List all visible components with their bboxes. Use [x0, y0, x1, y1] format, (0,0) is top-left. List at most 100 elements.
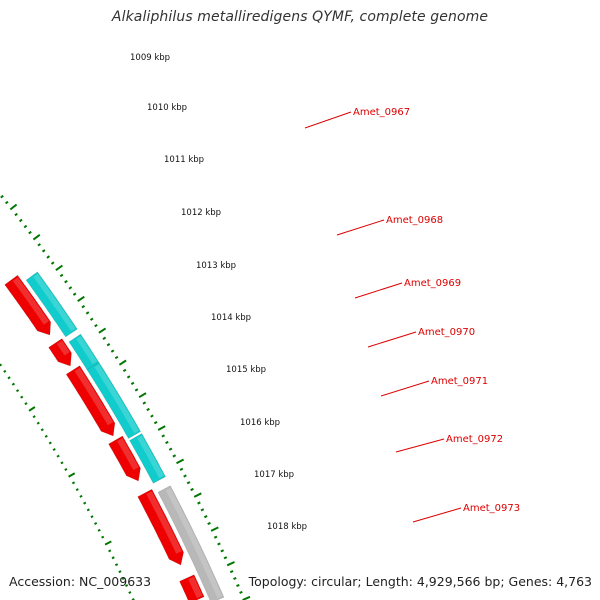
inner-scale-tick — [121, 577, 125, 580]
feature-highlight — [12, 277, 49, 325]
outer-scale-tick — [4, 200, 9, 205]
feature-highlight — [56, 340, 70, 356]
inner-scale-tick — [7, 376, 11, 380]
kbp-label: 1013 kbp — [196, 261, 236, 271]
inner-scale-tick — [104, 540, 112, 546]
outer-scale-tick — [236, 583, 240, 588]
feature-highlight — [74, 367, 114, 426]
kbp-label: 1017 kbp — [254, 470, 294, 480]
inner-scale-tick — [3, 369, 7, 373]
outer-scale-tick — [142, 401, 147, 405]
outer-scale-tick — [183, 474, 187, 478]
outer-scale-tick — [146, 407, 150, 412]
inner-scale-tick — [75, 488, 79, 492]
outer-scale-tick — [157, 425, 166, 431]
gene-feature-track2 — [25, 271, 78, 338]
gene-label[interactable]: Amet_0971 — [431, 376, 488, 387]
gene-leader-line — [354, 282, 403, 299]
inner-scale-tick — [11, 382, 15, 386]
gene-feature-track2 — [86, 361, 142, 439]
gene-label[interactable]: Amet_0973 — [463, 503, 520, 514]
outer-scale-tick — [28, 230, 32, 235]
feature-highlight — [165, 487, 223, 599]
inner-scale-tick — [71, 481, 76, 485]
outer-scale-tick — [59, 273, 64, 278]
kbp-label: 1015 kbp — [226, 365, 266, 375]
outer-scale-tick — [172, 454, 177, 458]
outer-scale-tick — [217, 542, 221, 546]
outer-scale-tick — [85, 311, 90, 315]
gene-leader-line — [380, 380, 430, 397]
gene-label[interactable]: Amet_0969 — [404, 278, 461, 289]
feature-highlight — [76, 336, 98, 365]
accession-label: Accession: NC_009633 — [9, 574, 152, 589]
outer-scale-tick — [197, 501, 201, 505]
kbp-label: 1009 kbp — [130, 53, 170, 63]
feature-highlight — [188, 576, 203, 599]
feature-highlight — [94, 364, 139, 434]
feature-highlight — [117, 438, 139, 471]
genome-title: Alkaliphilus metalliredigens QYMF, compl… — [111, 9, 489, 25]
outer-scale-tick — [50, 261, 55, 265]
gene-label[interactable]: Amet_0967 — [353, 107, 410, 118]
outer-scale-tick — [14, 212, 18, 217]
gene-label[interactable]: Amet_0968 — [386, 215, 443, 226]
gene-label[interactable]: Amet_0970 — [418, 327, 475, 338]
outer-scale-tick — [150, 414, 154, 418]
inner-scale-tick — [101, 535, 105, 539]
outer-scale-tick — [89, 317, 94, 321]
outer-scale-tick — [106, 343, 111, 347]
outer-scale-tick — [239, 590, 243, 594]
outer-scale-tick — [190, 487, 194, 492]
inner-scale-tick — [128, 591, 132, 594]
outer-scale-tick — [161, 434, 165, 438]
inner-scale-tick — [97, 528, 101, 532]
outer-scale-tick — [102, 336, 107, 340]
outer-scale-tick — [186, 481, 191, 485]
outer-scale-tick — [0, 194, 4, 199]
inner-scale-tick — [40, 428, 44, 432]
outer-scale-tick — [46, 255, 50, 259]
feature-tracks — [4, 271, 225, 600]
gene-feature-forward — [137, 488, 184, 566]
outer-scale-tick — [98, 327, 107, 334]
outer-scale-tick — [207, 521, 211, 526]
gene-leader-line — [304, 111, 352, 129]
outer-scale-tick — [55, 264, 63, 272]
inner-scale-tick — [56, 454, 60, 458]
outer-scale-tick — [64, 279, 68, 284]
outer-scale-tick — [134, 388, 139, 392]
outer-scale-tick — [165, 440, 169, 445]
gene-leader-lines — [304, 111, 462, 523]
inner-scale-tick — [86, 508, 90, 512]
gene-feature-forward — [4, 274, 52, 336]
outer-scale-tick — [118, 359, 127, 366]
outer-scale-tick — [179, 467, 184, 471]
kbp-label: 1012 kbp — [181, 208, 221, 218]
inner-scale-tick — [111, 556, 115, 560]
gene-label[interactable]: Amet_0972 — [446, 434, 503, 445]
inner-scale-tick — [125, 584, 129, 587]
outer-scale-tick — [226, 561, 235, 567]
gene-feature-forward — [108, 435, 141, 482]
outer-scale-tick — [200, 508, 205, 512]
gene-labels: Amet_0967 Amet_0968 Amet_0969 Amet_0970 Amet… — [353, 107, 520, 514]
inner-scale-tick — [118, 570, 122, 574]
inner-scale-tick — [114, 563, 119, 567]
inner-scale-tick — [68, 472, 76, 478]
inner-scale-tick — [0, 363, 3, 367]
gene-leader-line — [412, 507, 462, 523]
outer-scale-tick — [168, 447, 173, 451]
outer-scale-tick — [9, 203, 18, 211]
kbp-label: 1010 kbp — [147, 103, 187, 113]
inner-scale-tick — [60, 461, 64, 465]
feature-highlight — [146, 491, 182, 554]
gene-leader-line — [336, 219, 385, 236]
inner-scale-tick — [94, 522, 98, 525]
inner-scale-tick — [48, 441, 52, 445]
inner-scale-tick — [15, 389, 20, 393]
inner-scale-tick — [108, 549, 112, 553]
inner-scale-tick — [20, 395, 24, 399]
outer-scale-tick — [81, 304, 86, 309]
